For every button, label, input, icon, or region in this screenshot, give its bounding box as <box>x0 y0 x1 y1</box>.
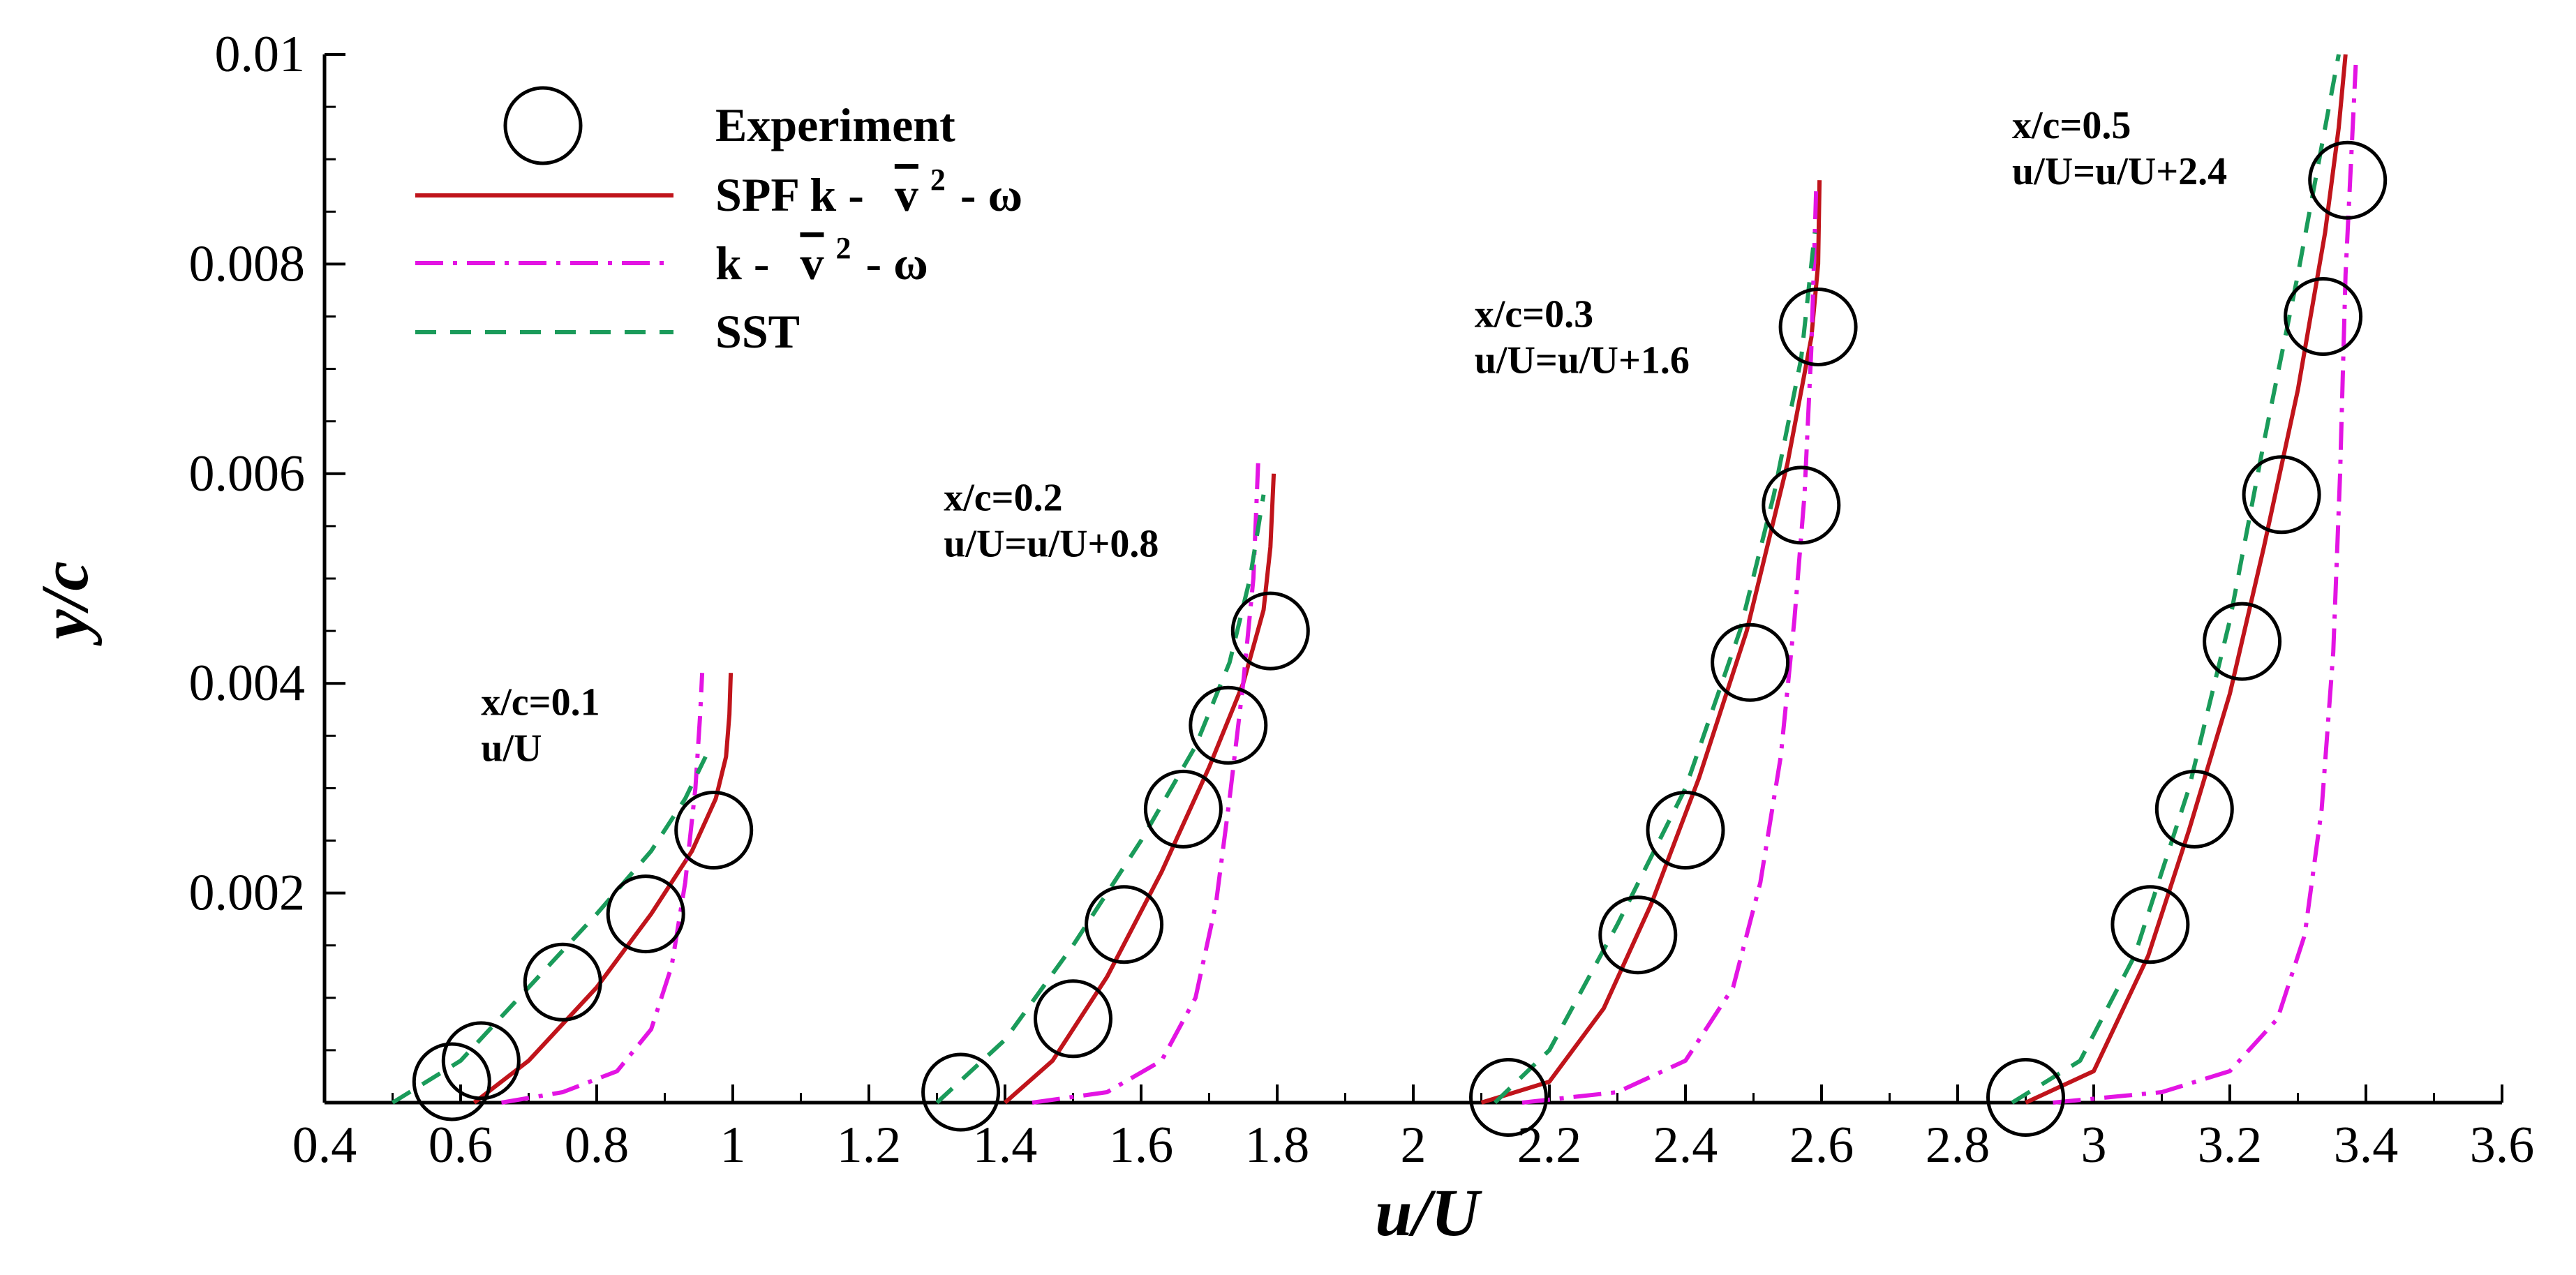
x-tick-label: 2.4 <box>1653 1117 1718 1174</box>
annotation-st2-location: x/c=0.2 <box>944 476 1062 519</box>
experiment-marker <box>2284 277 2363 356</box>
curves-layer <box>391 54 2358 1105</box>
x-tick-label: 2.8 <box>1926 1117 1990 1174</box>
series-sst-curve-3 <box>1493 232 1817 1105</box>
y-tick-label: 0.002 <box>189 865 306 922</box>
x-tick-label: 1 <box>720 1117 746 1174</box>
experiment-marker <box>1085 885 1164 964</box>
legend-label-kv2w-sup: 2 <box>835 231 851 265</box>
series-spf-curve-1 <box>472 673 734 1105</box>
experiment-marker <box>1469 1058 1548 1137</box>
annotation-st1-offset: u/U <box>481 726 542 770</box>
series-kv2w-curve-4 <box>2053 64 2358 1105</box>
experiment-marker <box>2154 769 2234 849</box>
experiment-marker <box>441 1021 521 1101</box>
x-tick-label: 3.2 <box>2198 1117 2263 1174</box>
legend-label-spf-suffix: - ω <box>960 168 1022 221</box>
legend-label-experiment: Experiment <box>715 98 955 151</box>
x-axis-title: u/U <box>1375 1175 1482 1250</box>
series-kv2w-curve-1 <box>500 673 705 1105</box>
experiment-marker <box>2308 140 2388 220</box>
experiment-marker <box>523 942 602 1022</box>
y-ticks: 0.002 0.004 0.006 0.008 0.01 <box>189 26 345 1104</box>
legend-label-kv2w-v: v <box>800 237 824 290</box>
experiment-marker <box>1646 791 1725 870</box>
series-spf-curve-2 <box>1004 473 1276 1105</box>
x-tick-label: 2.2 <box>1517 1117 1582 1174</box>
y-tick-label: 0.004 <box>189 655 306 712</box>
x-tick-label: 3.4 <box>2334 1117 2399 1174</box>
annotation-st3-offset: u/U=u/U+1.6 <box>1475 339 1690 382</box>
annotation-st1-location: x/c=0.1 <box>481 680 600 724</box>
experiment-marker <box>412 1042 491 1121</box>
annotation-st4-location: x/c=0.5 <box>2012 104 2131 147</box>
legend-label-sst: SST <box>715 305 800 358</box>
legend-label-kv2w: k - v 2 - ω <box>715 216 928 290</box>
experiment-marker <box>674 791 754 870</box>
y-tick-label: 0.008 <box>189 235 306 292</box>
annotation-st3-location: x/c=0.3 <box>1475 293 1593 336</box>
axes-layer: 0.4 0.6 0.8 1 1.2 1.4 1.6 1.8 2 2.2 2.4 2.6 2.8 3 3.2 3… <box>189 26 2535 1174</box>
annotation-st4-offset: u/U=u/U+2.4 <box>2012 150 2227 193</box>
annotation-st2-offset: u/U=u/U+0.8 <box>944 522 1159 565</box>
x-tick-label: 0.6 <box>429 1117 493 1174</box>
experiment-marker <box>2242 455 2321 535</box>
x-tick-label: 2.6 <box>1789 1117 1854 1174</box>
legend-label-spf: SPF k - v 2 - ω <box>715 147 1022 221</box>
x-tick-label: 1.2 <box>837 1117 902 1174</box>
experiment-marker <box>1034 979 1112 1059</box>
experiment-marker <box>1189 685 1268 765</box>
x-tick-label: 1.8 <box>1245 1117 1310 1174</box>
series-sst-curve-2 <box>935 494 1266 1105</box>
legend-label-kv2w-suffix: - ω <box>865 237 928 290</box>
y-tick-label: 0.006 <box>189 445 306 502</box>
x-tick-label: 2 <box>1401 1117 1427 1174</box>
x-tick-label: 3.6 <box>2470 1117 2535 1174</box>
y-tick-label: 0.01 <box>215 26 306 83</box>
legend-marker-experiment <box>503 86 583 165</box>
x-tick-label: 0.8 <box>565 1117 630 1174</box>
legend-label-spf-prefix: SPF k - <box>715 168 876 221</box>
legend: Experiment SPF k - v 2 - ω k - v 2 - ω S… <box>415 86 1022 358</box>
series-kv2w-curve-3 <box>1521 191 1819 1105</box>
experiment-marker <box>2110 885 2190 964</box>
legend-label-spf-v: v <box>895 168 918 221</box>
experiment-marker <box>1711 622 1790 702</box>
x-ticks: 0.4 0.6 0.8 1 1.2 1.4 1.6 1.8 2 2.2 2.4 2.6 2.8 3 3.2 3… <box>292 1084 2535 1174</box>
legend-label-kv2w-prefix: k - <box>715 237 781 290</box>
annotations-layer: x/c=0.1u/Ux/c=0.2u/U=u/U+0.8x/c=0.3u/U=u… <box>481 104 2227 770</box>
experiment-marker <box>1598 895 1678 975</box>
y-axis-title: y/c <box>27 561 102 646</box>
series-spf-curve-4 <box>2025 54 2348 1105</box>
x-tick-label: 1.4 <box>973 1117 1038 1174</box>
experiment-marker <box>1230 591 1310 671</box>
x-tick-label: 1.6 <box>1109 1117 1174 1174</box>
experiment-marker <box>921 1052 1001 1132</box>
x-tick-label: 3 <box>2081 1117 2107 1174</box>
markers-layer <box>412 140 2388 1137</box>
experiment-marker <box>2203 602 2282 681</box>
experiment-marker <box>1762 465 1841 545</box>
experiment-marker <box>1778 288 1858 366</box>
experiment-marker <box>1143 769 1223 849</box>
experiment-marker <box>1986 1058 2065 1137</box>
series-sst-curve-4 <box>2011 54 2341 1105</box>
series-sst-curve-1 <box>391 755 708 1105</box>
legend-label-spf-sup: 2 <box>930 163 946 197</box>
x-tick-label: 0.4 <box>292 1117 357 1174</box>
experiment-marker <box>606 874 685 954</box>
